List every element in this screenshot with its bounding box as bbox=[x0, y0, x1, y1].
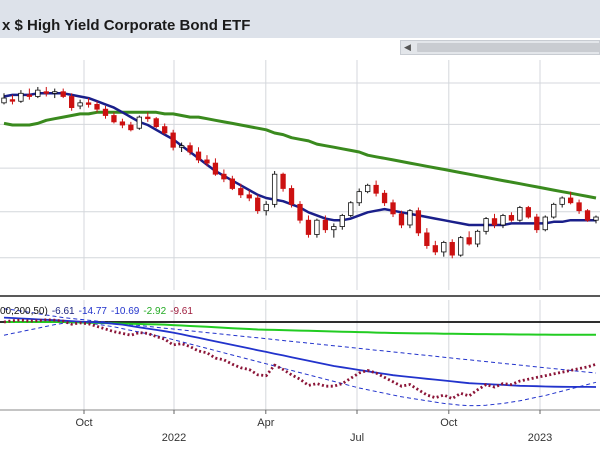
candle-body-70 bbox=[593, 216, 599, 221]
candle-body-5 bbox=[43, 91, 49, 94]
candle-body-67 bbox=[567, 197, 574, 204]
indicator-value-4: -9.61 bbox=[170, 306, 193, 317]
indicator-value-3: -2.92 bbox=[143, 306, 166, 317]
ind-green-line bbox=[4, 321, 596, 336]
x-tick-label-5: 2023 bbox=[528, 432, 552, 444]
indicator-value-2: -10.69 bbox=[111, 306, 140, 317]
x-tick-label-1: 2022 bbox=[162, 432, 186, 444]
candle-body-60 bbox=[508, 215, 515, 221]
candle-body-54 bbox=[458, 237, 464, 256]
candle-body-7 bbox=[60, 91, 66, 97]
candle-body-30 bbox=[255, 197, 261, 212]
scroll-thumb[interactable] bbox=[417, 43, 600, 52]
candle-body-11 bbox=[94, 104, 100, 110]
candle-body-69 bbox=[584, 210, 591, 221]
indicator-value-0: -6.61 bbox=[52, 306, 75, 317]
candle-body-1 bbox=[9, 99, 16, 102]
candle-body-52 bbox=[441, 242, 447, 253]
candle-body-45 bbox=[381, 192, 388, 204]
candle-body-68 bbox=[576, 202, 582, 212]
chart-title: x $ High Yield Corporate Bond ETF bbox=[2, 17, 251, 34]
candle-body-46 bbox=[390, 202, 396, 215]
chart-scrollbar[interactable]: ◀ bbox=[400, 40, 600, 55]
candle-body-9 bbox=[77, 102, 83, 107]
candle-body-3 bbox=[26, 94, 33, 97]
candle-body-62 bbox=[525, 207, 531, 218]
candle-body-28 bbox=[238, 188, 244, 196]
candle-body-65 bbox=[551, 203, 557, 218]
title-bar: x $ High Yield Corporate Bond ETF bbox=[0, 0, 600, 38]
candle-body-59 bbox=[500, 215, 506, 226]
candle-body-34 bbox=[288, 188, 295, 205]
candle-body-23 bbox=[195, 151, 202, 161]
candle-body-35 bbox=[297, 203, 303, 221]
candle-body-25 bbox=[212, 162, 219, 175]
scroll-left-arrow-icon[interactable]: ◀ bbox=[404, 42, 411, 52]
candle-body-47 bbox=[398, 213, 405, 226]
candle-body-42 bbox=[356, 191, 362, 204]
indicator-value-1: -14.77 bbox=[79, 306, 108, 317]
candle-body-0 bbox=[1, 97, 7, 104]
candle-body-57 bbox=[483, 218, 489, 232]
candle-body-16 bbox=[136, 116, 142, 129]
candle-body-18 bbox=[153, 118, 159, 128]
candle-body-56 bbox=[474, 230, 481, 245]
candle-body-33 bbox=[280, 173, 286, 189]
candle-body-4 bbox=[35, 89, 41, 97]
candle-body-6 bbox=[52, 91, 58, 94]
candle-body-50 bbox=[424, 232, 430, 246]
x-tick-label-3: Jul bbox=[350, 432, 364, 444]
candle-body-8 bbox=[69, 96, 75, 108]
candle-body-29 bbox=[246, 194, 252, 199]
candle-body-58 bbox=[491, 218, 498, 226]
candle-body-39 bbox=[331, 226, 337, 231]
candle-body-27 bbox=[229, 178, 235, 189]
x-tick-label-2: Apr bbox=[257, 417, 274, 429]
indicator-label: 00,200,50) -6.61 -14.77 -10.69 -2.92 -9.61 bbox=[0, 306, 193, 317]
ind-upper-band bbox=[3, 308, 597, 374]
candle-body-14 bbox=[119, 121, 126, 126]
ind-blue-line bbox=[3, 316, 597, 388]
candle-body-2 bbox=[18, 92, 24, 102]
candle-body-32 bbox=[271, 173, 278, 205]
candle-body-17 bbox=[145, 116, 151, 120]
candle-body-26 bbox=[221, 173, 227, 180]
candle-body-12 bbox=[102, 108, 109, 116]
candle-body-41 bbox=[348, 202, 354, 216]
candle-body-24 bbox=[204, 159, 210, 164]
candle-body-63 bbox=[534, 216, 540, 231]
indicator-prefix: 00,200,50) bbox=[0, 306, 48, 317]
candle-body-44 bbox=[373, 184, 379, 194]
candle-body-66 bbox=[559, 197, 565, 205]
candle-body-37 bbox=[314, 219, 320, 235]
ind-lower-band bbox=[3, 322, 597, 407]
candle-body-51 bbox=[432, 245, 438, 253]
x-tick-label-0: Oct bbox=[75, 417, 92, 429]
candle-body-31 bbox=[263, 203, 269, 212]
candle-body-43 bbox=[365, 184, 371, 193]
candle-body-21 bbox=[178, 145, 185, 148]
candle-body-53 bbox=[449, 242, 455, 256]
candle-body-40 bbox=[339, 215, 345, 227]
ind-dotted-line bbox=[3, 318, 597, 400]
candle-body-48 bbox=[407, 210, 413, 226]
candle-body-61 bbox=[517, 207, 523, 221]
candle-body-55 bbox=[466, 237, 472, 245]
candle-body-13 bbox=[111, 115, 117, 123]
candle-body-20 bbox=[170, 132, 176, 148]
candle-body-64 bbox=[542, 216, 548, 231]
candle-body-36 bbox=[305, 219, 312, 235]
ma-long-line bbox=[3, 110, 597, 200]
candle-body-15 bbox=[128, 124, 134, 131]
candle-body-49 bbox=[415, 210, 422, 234]
candle-body-22 bbox=[187, 145, 193, 153]
candle-body-19 bbox=[162, 126, 168, 134]
x-tick-label-4: Oct bbox=[440, 417, 457, 429]
candle-body-10 bbox=[85, 102, 92, 105]
candle-body-38 bbox=[322, 219, 329, 231]
